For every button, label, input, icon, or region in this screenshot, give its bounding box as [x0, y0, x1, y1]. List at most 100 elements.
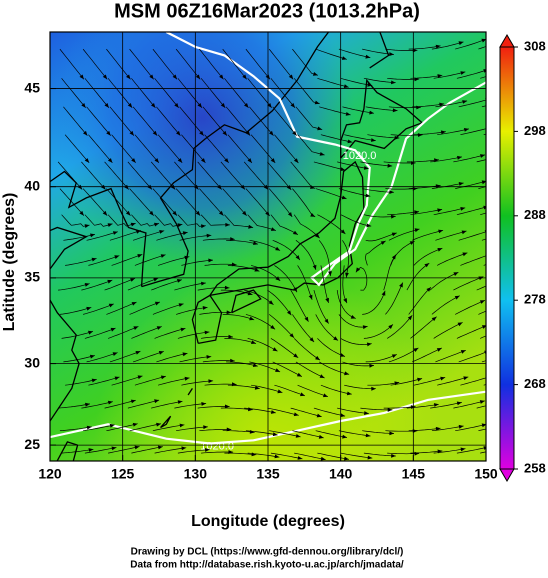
- streamline: [387, 315, 413, 339]
- arrowhead: [240, 184, 245, 190]
- streamline: [455, 424, 486, 432]
- streamline: [132, 106, 158, 136]
- arrowhead: [308, 294, 313, 300]
- arrowhead: [230, 358, 235, 363]
- arrowhead: [159, 230, 165, 234]
- streamline: [412, 347, 442, 363]
- arrowhead: [366, 342, 372, 347]
- colorbar-extend: [499, 34, 515, 48]
- streamline: [108, 446, 140, 454]
- arrowhead: [366, 223, 372, 228]
- arrowhead: [457, 155, 462, 160]
- streamline: [222, 430, 255, 433]
- streamline: [201, 336, 234, 339]
- arrowhead: [344, 371, 350, 376]
- arrowhead: [391, 80, 396, 85]
- y-tick-label: 25: [24, 436, 40, 452]
- arrowhead: [388, 324, 393, 329]
- streamline: [247, 452, 280, 458]
- arrowhead: [435, 426, 441, 431]
- arrowhead: [392, 108, 398, 113]
- x-tick-label: 125: [111, 466, 135, 482]
- coastline: [50, 170, 147, 422]
- streamline: [317, 338, 346, 357]
- streamline: [201, 451, 234, 454]
- arrowhead: [387, 408, 393, 412]
- streamline: [274, 134, 299, 164]
- arrowhead: [412, 48, 418, 53]
- arrowhead: [111, 446, 117, 451]
- arrowhead: [172, 74, 177, 80]
- streamline: [362, 430, 395, 434]
- arrowhead: [242, 74, 247, 80]
- streamline: [387, 211, 420, 216]
- arrowhead: [413, 347, 419, 352]
- arrowhead: [381, 290, 386, 296]
- arrowhead: [201, 402, 207, 406]
- streamline: [315, 188, 347, 200]
- arrowhead: [292, 230, 298, 235]
- streamline: [337, 161, 369, 170]
- streamline: [86, 231, 118, 241]
- arrowhead: [170, 184, 176, 190]
- streamline: [435, 349, 466, 363]
- arrowhead: [184, 376, 190, 381]
- streamline: [433, 448, 466, 454]
- arrowhead: [91, 378, 97, 383]
- arrowhead: [129, 130, 134, 136]
- arrowhead: [86, 425, 92, 430]
- streamline: [176, 426, 208, 432]
- arrowhead: [251, 340, 256, 344]
- credit: Data from http://database.rish.kyoto-u.a…: [130, 560, 404, 571]
- arrowhead: [389, 52, 394, 56]
- streamline: [107, 78, 133, 109]
- arrowhead: [247, 291, 253, 296]
- arrowhead: [195, 210, 201, 216]
- arrowhead: [153, 277, 159, 282]
- streamline: [197, 287, 230, 291]
- arrowhead: [275, 246, 281, 251]
- arrowhead: [317, 126, 323, 131]
- streamline: [431, 295, 460, 315]
- arrowhead: [254, 385, 260, 390]
- arrowhead: [197, 103, 202, 108]
- streamline: [458, 351, 486, 363]
- streamline: [243, 161, 269, 190]
- streamline: [81, 161, 106, 190]
- arrowhead: [391, 214, 396, 219]
- coastline: [187, 388, 193, 396]
- streamline: [362, 188, 395, 193]
- streamline: [363, 77, 396, 84]
- streamline: [406, 159, 439, 163]
- arrowhead: [323, 393, 328, 398]
- streamline: [388, 106, 421, 109]
- streamline: [152, 303, 184, 315]
- arrowhead: [208, 379, 214, 384]
- streamline: [104, 277, 136, 291]
- streamline: [82, 48, 108, 80]
- streamline: [107, 326, 139, 339]
- arrowhead: [318, 434, 324, 439]
- streamline: [320, 265, 329, 304]
- streamline: [292, 314, 315, 343]
- arrowhead: [407, 315, 413, 321]
- streamline: [413, 247, 443, 266]
- streamline: [336, 290, 356, 319]
- streamline: [245, 314, 276, 330]
- arrowhead: [154, 158, 159, 163]
- arrowhead: [288, 74, 294, 80]
- arrowhead: [83, 130, 88, 136]
- y-tick-label: 45: [24, 79, 40, 95]
- streamline: [365, 232, 397, 242]
- arrowhead: [245, 130, 251, 136]
- arrowhead: [177, 158, 183, 163]
- arrowhead: [440, 130, 446, 135]
- arrowhead: [300, 392, 305, 397]
- arrowhead: [391, 354, 397, 358]
- streamline: [156, 106, 181, 136]
- arrowhead: [325, 297, 329, 303]
- arrowhead: [310, 213, 316, 217]
- streamline: [390, 240, 415, 266]
- streamline: [338, 430, 371, 437]
- arrowhead: [347, 139, 353, 144]
